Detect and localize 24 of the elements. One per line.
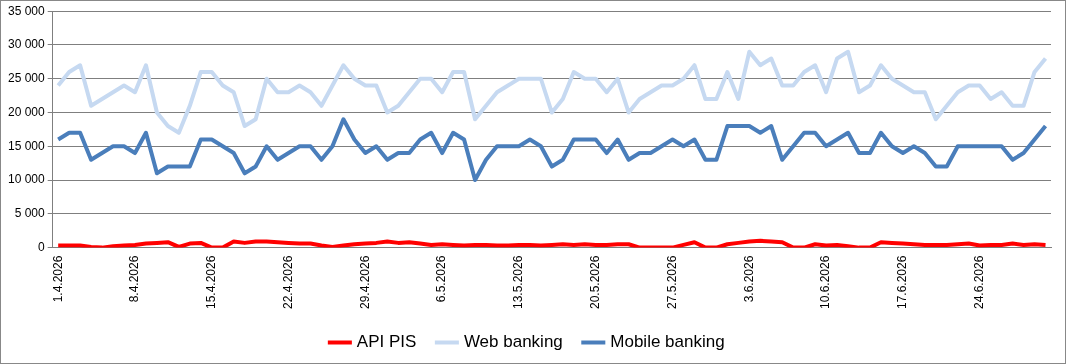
y-tick-label: 5 000 (14, 206, 46, 221)
y-tick-label: 10 000 (8, 172, 46, 187)
y-tick-label: 15 000 (8, 138, 46, 153)
x-tick-label: 1.4.2026 (50, 255, 65, 303)
y-tick-label: 25 000 (8, 71, 46, 86)
x-tick-label: 8.4.2026 (127, 255, 142, 303)
x-tick-label: 24.6.2026 (972, 255, 987, 310)
x-tick-label: 20.5.2026 (588, 255, 603, 310)
x-tick-label: 13.5.2026 (511, 255, 526, 310)
x-tick-label: 22.4.2026 (280, 255, 295, 310)
legend-label: Mobile banking (610, 332, 725, 352)
x-tick-label: 15.4.2026 (204, 255, 219, 310)
y-tick-label: 0 (38, 239, 46, 254)
legend-label: API PIS (356, 332, 417, 352)
x-tick-label: 27.5.2026 (664, 255, 679, 310)
y-tick-label: 30 000 (8, 37, 46, 52)
x-tick-label: 6.5.2026 (434, 255, 449, 303)
legend-label: Web banking (463, 332, 563, 352)
x-tick-label: 10.6.2026 (818, 255, 833, 310)
x-tick-label: 17.6.2026 (895, 255, 910, 310)
y-tick-label: 35 000 (8, 3, 46, 18)
y-tick-label: 20 000 (8, 104, 46, 119)
x-tick-label: 3.6.2026 (741, 255, 756, 303)
x-tick-label: 29.4.2026 (357, 255, 372, 310)
